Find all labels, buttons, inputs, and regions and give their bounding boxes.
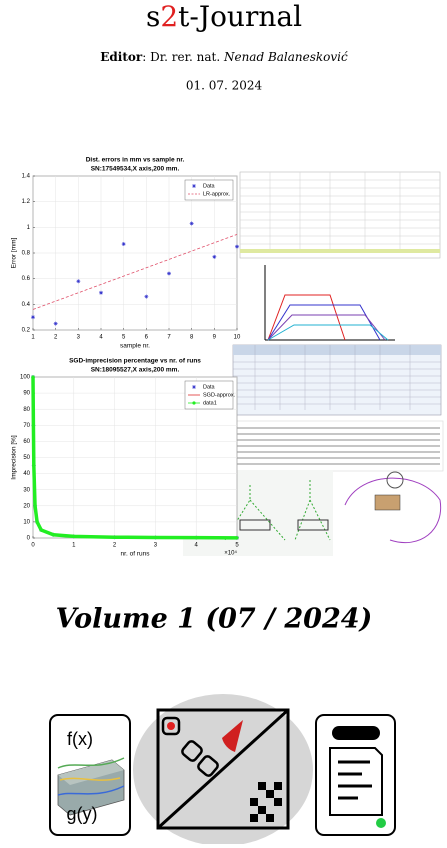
- data-point: [113, 535, 117, 539]
- legend-swatch: [192, 385, 196, 389]
- y-tick-label: 10: [23, 519, 30, 525]
- y-tick-label: 0: [27, 536, 31, 542]
- data-point: [31, 423, 36, 427]
- g-label: g(y): [67, 804, 98, 824]
- legend-label: LR-approx.: [203, 191, 231, 197]
- y-tick-label: 70: [23, 423, 30, 429]
- x-tick-label: 6: [145, 335, 149, 341]
- editor-line: Editor: Dr. rer. nat. Nenad Balanesković: [100, 50, 348, 64]
- x-tick-label: 5: [122, 335, 126, 341]
- y-tick-label: 0.2: [22, 328, 31, 334]
- chart: SGD-imprecision percentage vs nr. of run…: [11, 358, 240, 558]
- velocity-profile-thumbnail: [264, 265, 395, 341]
- y-axis-label: Imprecision [%]: [11, 435, 18, 480]
- data-point: [121, 242, 126, 247]
- x-axis-label: sample nr.: [120, 343, 150, 350]
- data-point: [235, 536, 239, 540]
- data-point: [212, 254, 217, 259]
- x-tick-label: 7: [167, 335, 171, 341]
- series-line: [32, 234, 238, 310]
- chart-title: SGD-imprecision percentage vs nr. of run…: [69, 358, 201, 365]
- data-point: [31, 375, 35, 379]
- date: 01. 07. 2024: [186, 79, 263, 93]
- y-tick-label: 0.6: [22, 276, 31, 282]
- x-tick-label: 1: [72, 543, 76, 549]
- y-tick-label: 0.4: [22, 302, 31, 308]
- x-tick-label: 8: [190, 335, 194, 341]
- data-point: [39, 528, 43, 532]
- table2-thumbnail: [232, 344, 442, 416]
- y-tick-label: 1.4: [22, 174, 31, 180]
- x-axis-label: nr. of runs: [121, 551, 151, 558]
- data-point: [235, 244, 239, 249]
- x-tick-label: 0: [31, 543, 35, 549]
- data-point: [167, 271, 171, 276]
- y-tick-label: 60: [23, 439, 30, 445]
- document-icon: [315, 714, 396, 836]
- x-tick-label: 3: [77, 335, 81, 341]
- data-point: [51, 533, 56, 537]
- data-point: [31, 315, 35, 320]
- y-tick-label: 90: [23, 391, 30, 397]
- chart-title: Dist. errors in mm vs sample nr.: [86, 157, 185, 164]
- title-digit: 2: [160, 0, 178, 33]
- function-icon: f(x) g(y): [49, 714, 131, 836]
- x-tick-label: 2: [54, 335, 58, 341]
- data-point: [72, 534, 76, 538]
- y-tick-label: 50: [23, 455, 30, 461]
- log-thumbnail: [212, 420, 444, 472]
- y-tick-label: 1.2: [22, 199, 31, 205]
- x-offset-label: ×10⁴: [224, 550, 237, 557]
- y-tick-label: 40: [23, 471, 30, 477]
- chart-subtitle: SN:18095527,X axis,200 mm.: [91, 367, 180, 374]
- x-tick-label: 9: [213, 335, 217, 341]
- data-point: [144, 294, 149, 299]
- legend-label: SGD-approx.: [203, 392, 236, 398]
- x-tick-label: 1: [31, 335, 35, 341]
- y-tick-label: 100: [20, 375, 31, 381]
- chart: Dist. errors in mm vs sample nr. SN:17549…: [11, 157, 241, 350]
- data-point: [76, 279, 81, 284]
- data-point: [53, 321, 58, 326]
- data-point: [32, 463, 36, 468]
- data-point: [194, 536, 198, 540]
- y-tick-label: 20: [23, 503, 30, 509]
- title-prefix: s: [146, 0, 160, 33]
- data-point: [99, 290, 103, 295]
- table-thumbnail: [239, 171, 441, 259]
- y-tick-label: 0.8: [22, 251, 31, 257]
- legend-box: [184, 179, 234, 201]
- f-label: f(x): [67, 729, 93, 749]
- data-point: [35, 520, 39, 524]
- x-tick-label: 5: [235, 543, 239, 549]
- robot-icon: [133, 694, 313, 846]
- data-point: [189, 221, 194, 226]
- x-tick-label: 2: [113, 543, 117, 549]
- x-tick-label: 10: [234, 335, 241, 341]
- editor-label: Editor: [100, 50, 143, 64]
- x-tick-label: 4: [99, 335, 103, 341]
- legend-label: Data: [203, 384, 216, 390]
- y-tick-label: 1: [27, 225, 31, 231]
- x-tick-label: 3: [154, 543, 158, 549]
- editor-name: Nenad Balanesković: [223, 50, 348, 64]
- data-point: [153, 535, 157, 540]
- legend-label: Data: [203, 183, 216, 189]
- editor-text: : Dr. rer. nat.: [142, 50, 224, 64]
- journal-title: s2t-Journal: [146, 0, 302, 33]
- data-point: [33, 504, 37, 508]
- y-axis-label: Error [mm]: [11, 237, 18, 268]
- y-tick-label: 30: [23, 487, 30, 493]
- legend-swatch: [192, 401, 196, 405]
- x-tick-label: 4: [195, 543, 199, 549]
- volume: Volume 1 (07 / 2024): [56, 604, 373, 635]
- legend-swatch: [192, 184, 196, 188]
- title-suffix: t-Journal: [178, 0, 302, 33]
- series-line: [31, 376, 238, 540]
- chart-subtitle: SN:17549534,X axis,200 mm.: [91, 166, 180, 173]
- y-tick-label: 80: [23, 407, 30, 413]
- legend-label: data1: [203, 400, 217, 406]
